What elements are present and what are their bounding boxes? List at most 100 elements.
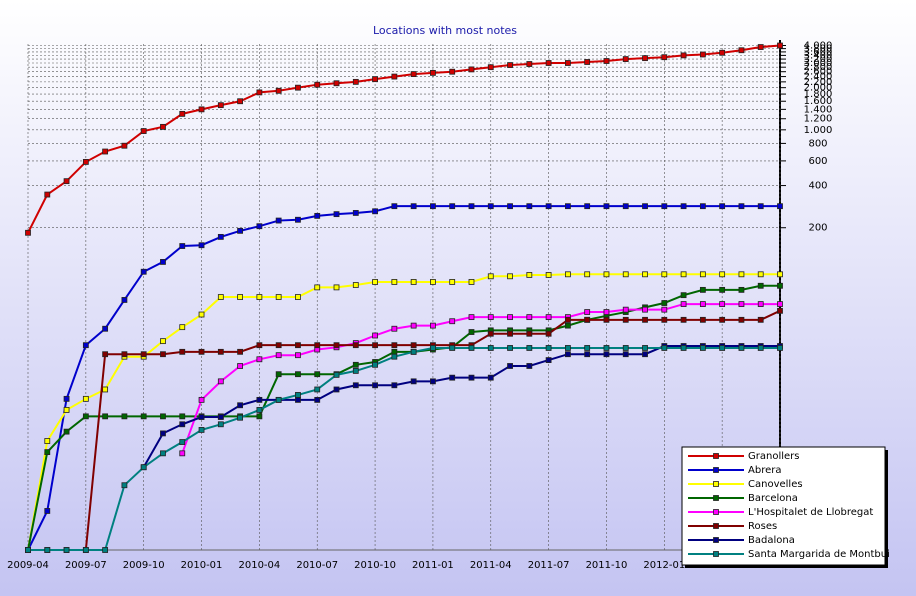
point	[661, 306, 668, 313]
legend-label: Granollers	[748, 451, 799, 462]
point	[82, 413, 89, 420]
legend-marker	[713, 495, 719, 501]
point	[410, 348, 417, 355]
point	[391, 353, 398, 360]
point	[102, 413, 109, 420]
legend-label: Santa Margarida de Montbui	[748, 549, 890, 560]
point	[584, 345, 591, 351]
point	[622, 345, 629, 351]
point	[699, 316, 706, 323]
point	[140, 464, 147, 471]
point	[757, 271, 764, 278]
point	[526, 345, 533, 351]
point	[430, 378, 436, 385]
point	[179, 348, 186, 355]
point	[82, 395, 89, 402]
point	[160, 259, 166, 265]
point	[217, 421, 224, 428]
point	[545, 272, 552, 278]
legend-marker	[713, 523, 719, 529]
point	[237, 294, 244, 300]
legend-box	[681, 446, 886, 566]
point	[642, 55, 648, 62]
point	[680, 292, 687, 299]
point	[622, 351, 629, 358]
point	[468, 374, 475, 381]
point	[275, 294, 282, 300]
point	[738, 271, 745, 278]
point	[584, 203, 591, 210]
point	[217, 348, 224, 355]
y-tick-label: 2.000	[804, 83, 833, 94]
point	[449, 345, 456, 351]
point	[430, 203, 436, 210]
point	[256, 342, 263, 349]
legend-label: Roses	[748, 521, 777, 532]
point	[661, 203, 668, 210]
point	[140, 413, 147, 420]
legend-label: Badalona	[748, 535, 795, 546]
point	[699, 271, 706, 278]
chart-title: Locations with most notes	[373, 24, 517, 37]
point	[25, 229, 31, 236]
point	[507, 273, 513, 280]
point	[757, 345, 764, 351]
y-tick-label: 3.600	[804, 47, 833, 58]
point	[622, 271, 629, 278]
point	[777, 282, 783, 289]
point	[372, 279, 378, 285]
x-tick-label: 2010-07	[296, 560, 338, 571]
point	[352, 282, 359, 288]
point	[777, 301, 783, 307]
point	[603, 203, 610, 210]
point	[179, 421, 186, 428]
y-tick-label: 3.000	[804, 58, 833, 69]
y-tick-label: 800	[808, 138, 827, 149]
point	[642, 316, 648, 323]
legend-marker	[713, 551, 719, 557]
y-tick-label: 1.200	[804, 114, 833, 125]
point	[526, 363, 533, 369]
x-tick-label: 2009-04	[7, 560, 49, 571]
point	[63, 395, 70, 402]
point	[680, 345, 687, 351]
point	[430, 345, 436, 351]
y-tick-label: 1.000	[804, 125, 833, 136]
y-tick-label: 2.200	[804, 77, 833, 88]
point	[545, 330, 552, 337]
point	[237, 98, 244, 105]
point	[738, 47, 745, 54]
point	[719, 345, 726, 351]
point	[449, 374, 456, 381]
point	[198, 311, 205, 318]
point	[295, 392, 301, 398]
point	[391, 325, 398, 332]
point	[622, 56, 629, 62]
point	[121, 413, 128, 420]
point	[198, 396, 205, 403]
series-line	[27, 44, 781, 234]
point	[352, 342, 359, 349]
point	[622, 316, 629, 323]
point	[179, 450, 186, 457]
y-tick-label: 600	[808, 156, 827, 167]
y-tick-label: 1.600	[804, 96, 833, 107]
point	[179, 439, 186, 445]
point	[63, 178, 70, 185]
point	[661, 316, 668, 323]
point	[507, 314, 513, 321]
point	[719, 301, 726, 307]
legend-label: Barcelona	[748, 493, 798, 504]
point	[507, 203, 513, 210]
point	[372, 76, 378, 83]
point	[757, 44, 764, 50]
x-tick-label: 2009-07	[65, 560, 107, 571]
point	[699, 286, 706, 293]
legend-label: Canovelles	[748, 479, 803, 490]
x-tick-label: 2010-10	[354, 560, 396, 571]
point	[526, 314, 533, 321]
point	[44, 438, 51, 444]
point	[777, 42, 783, 49]
point	[314, 396, 321, 403]
series-line	[28, 346, 780, 551]
